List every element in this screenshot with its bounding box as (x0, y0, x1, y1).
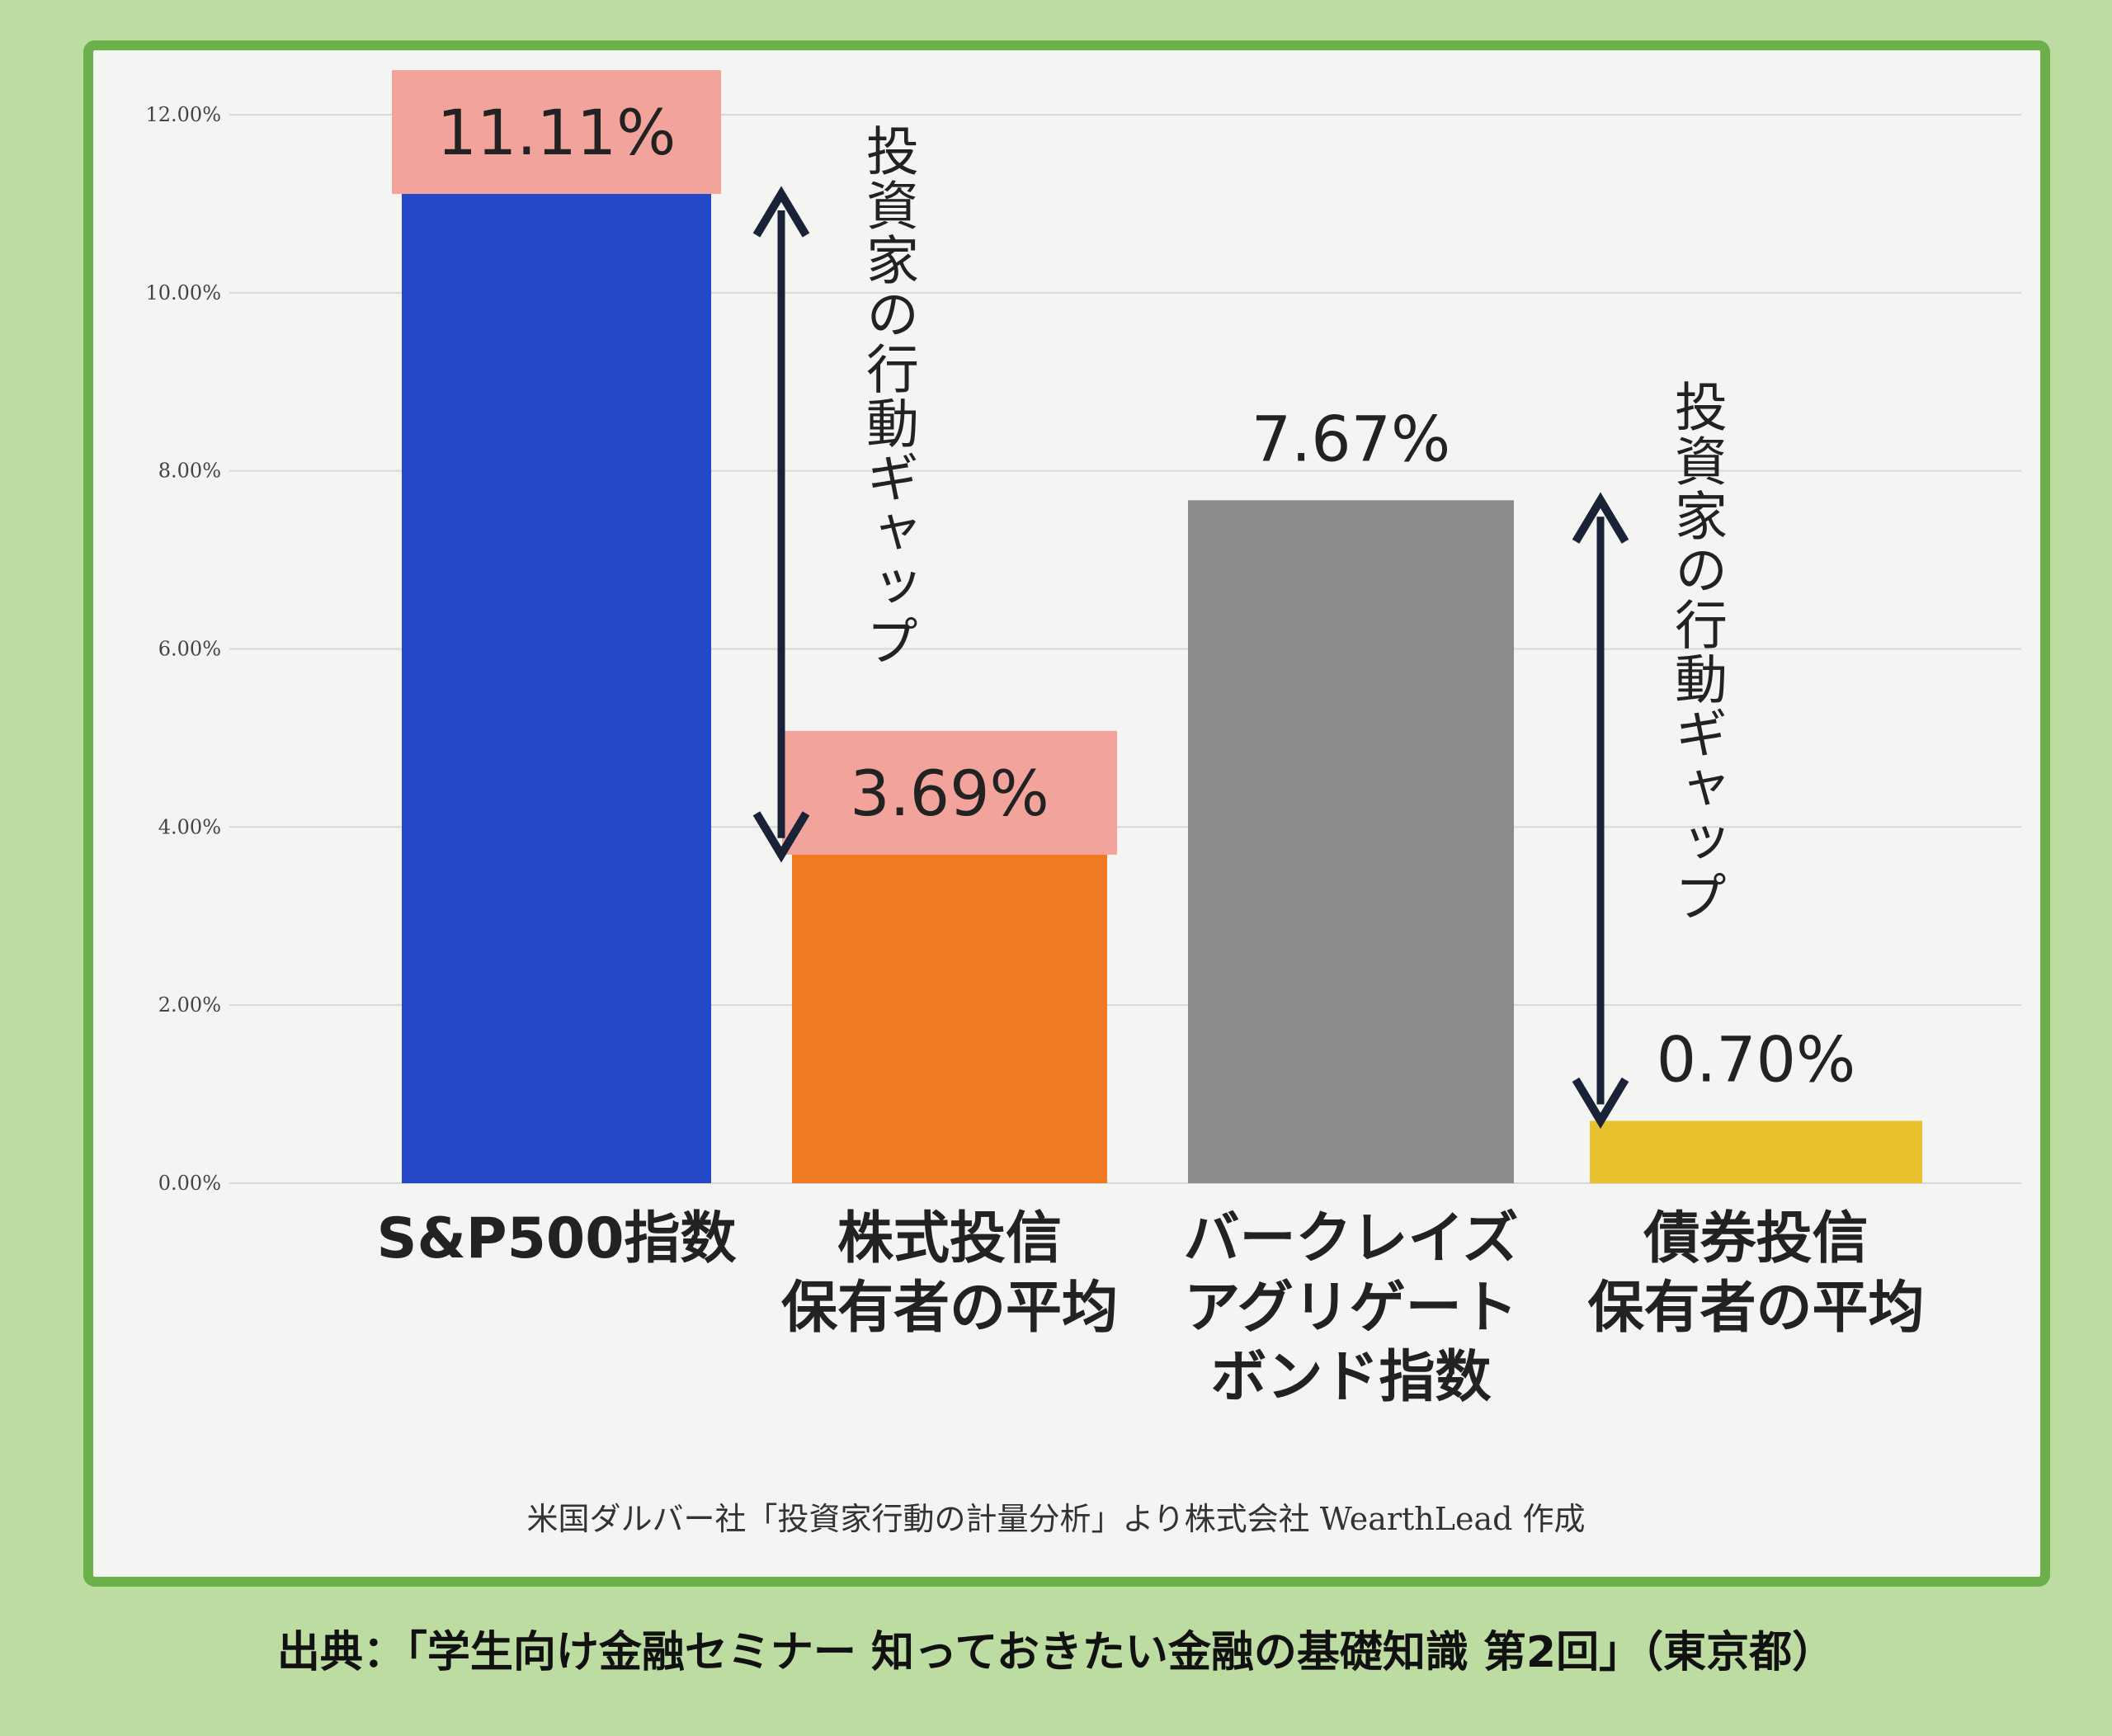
y-tick-label: 0.00% (158, 1172, 221, 1195)
bar (402, 194, 711, 1183)
y-tick-label: 4.00% (158, 815, 221, 838)
value-label: 7.67% (1252, 402, 1450, 475)
y-tick-label: 6.00% (158, 638, 221, 661)
bar (792, 854, 1107, 1183)
x-tick-label: 株式投信 保有者の平均 (780, 1206, 1118, 1341)
annotation: 投資家の行動ギャップ (1666, 380, 1727, 924)
label-background (782, 730, 1117, 855)
bar (1188, 500, 1514, 1183)
arrow-head (752, 186, 810, 238)
y-tick-label: 10.00% (145, 281, 221, 304)
value-label: 0.70% (1657, 1022, 1855, 1096)
source-note: 米国ダルバー社「投資家行動の計量分析」より株式会社 WearthLead 作成 (526, 1501, 1586, 1537)
x-tick-label: 債券投信 保有者の平均 (1587, 1206, 1925, 1341)
annotation: 投資家の行動ギャップ (857, 124, 918, 668)
label-background (392, 70, 721, 195)
y-tick-label: 2.00% (158, 993, 221, 1017)
caption: 出典：「学生向け金融セミナー 知っておきたい金融の基礎知識 第2回」（東京都） (276, 1628, 1836, 1677)
value-label: 3.69% (850, 757, 1049, 830)
arrow-head (752, 811, 810, 863)
x-tick-label: バークレイズ アグリゲート ボンド指数 (1183, 1206, 1519, 1410)
value-label: 11.11% (437, 96, 676, 169)
y-tick-label: 12.00% (145, 103, 221, 126)
arrow-head (1572, 492, 1629, 544)
y-tick-label: 8.00% (158, 460, 221, 483)
bar (1590, 1120, 1922, 1183)
arrow-head (1572, 1077, 1629, 1130)
x-tick-label: S&P500指数 (376, 1206, 737, 1271)
